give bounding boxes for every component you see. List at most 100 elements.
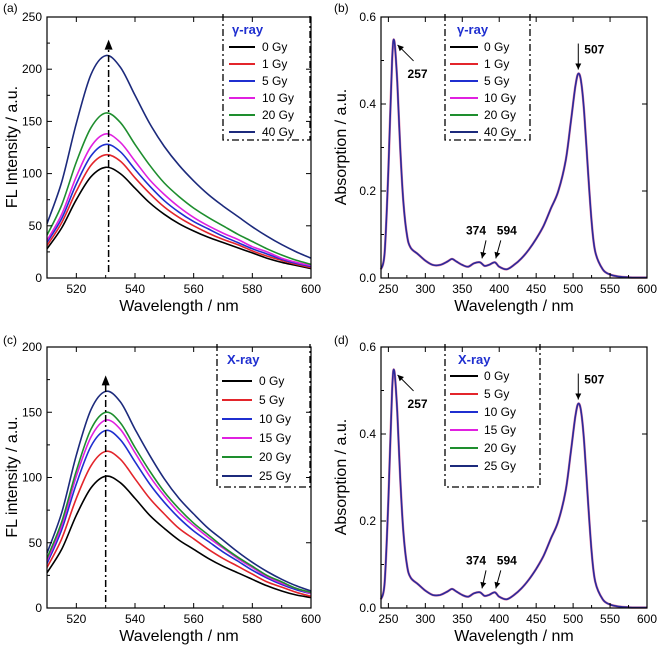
- legend-entry: 5 Gy: [262, 74, 287, 88]
- legend-entry: 40 Gy: [484, 125, 516, 139]
- annotation-374: 374: [466, 223, 486, 237]
- legend-title: γ-ray: [457, 22, 489, 37]
- x-axis-label: Wavelength / nm: [454, 298, 573, 315]
- annotation-257: 257: [408, 67, 428, 81]
- annotation-arrow-594-head: [494, 251, 501, 259]
- y-tick-label: 0.0: [359, 271, 376, 285]
- annotation-arrow-507-head: [575, 63, 582, 70]
- y-axis-label: Absorption / a.u.: [333, 419, 350, 536]
- panel-label: (a): [3, 1, 18, 15]
- annotation-594: 594: [497, 553, 517, 567]
- panel-a: γ-ray 0 Gy 1 Gy 5 Gy 10 Gy 20 Gy 40 Gy 520 540 56…: [3, 1, 321, 315]
- y-axis-label: Absorption / a.u.: [333, 89, 350, 206]
- y-tick-label: 0.2: [359, 184, 376, 198]
- series-line-0-gy: [47, 166, 311, 270]
- legend-entry: 5 Gy: [259, 393, 284, 407]
- y-tick-label: 150: [22, 114, 42, 128]
- legend-frame: [216, 344, 311, 488]
- series-line-25-gy: [47, 390, 311, 592]
- plot-frame: [46, 16, 312, 279]
- x-tick-label: 540: [125, 282, 145, 296]
- y-tick-label: 200: [22, 340, 42, 354]
- y-tick-label: 250: [22, 10, 42, 24]
- x-tick-label: 600: [637, 612, 657, 626]
- legend-entry: 5 Gy: [484, 387, 509, 401]
- y-tick-label: 0.6: [359, 340, 376, 354]
- legend-entry: 0 Gy: [262, 40, 287, 54]
- annotation-507: 507: [584, 373, 604, 387]
- legend-entry: 20 Gy: [262, 108, 294, 122]
- x-tick-label: 500: [563, 282, 583, 296]
- y-tick-label: 50: [29, 536, 43, 550]
- legend-entry: 1 Gy: [484, 57, 509, 71]
- x-tick-label: 550: [600, 282, 620, 296]
- series-line-0-gy: [47, 475, 311, 599]
- y-tick-label: 0.0: [359, 601, 376, 615]
- annotation-arrow-257-head: [397, 44, 404, 52]
- y-tick-label: 0.4: [359, 427, 376, 441]
- annotation-arrow-507-head: [575, 393, 582, 400]
- x-tick-label: 560: [184, 612, 204, 626]
- y-axis-label: FL Intensity / a.u.: [4, 86, 21, 208]
- legend-entry: 0 Gy: [259, 374, 284, 388]
- series-line-20-gy: [47, 112, 311, 266]
- series-line-15-gy: [47, 419, 311, 595]
- legend-entry: 0 Gy: [484, 369, 509, 383]
- legend-entry: 15 Gy: [259, 431, 291, 445]
- legend-entry: 5 Gy: [484, 74, 509, 88]
- legend-title: X-ray: [458, 352, 491, 367]
- legend-frame: [222, 14, 311, 141]
- panel-c: X-ray 0 Gy 5 Gy 10 Gy 15 Gy 20 Gy 25 Gy 520 540 5…: [3, 333, 321, 645]
- annotation-594: 594: [497, 223, 517, 237]
- y-tick-label: 100: [22, 471, 42, 485]
- x-tick-label: 350: [452, 612, 472, 626]
- series-line-10-gy: [47, 429, 311, 595]
- legend-frame: [444, 344, 541, 488]
- x-tick-label: 350: [452, 282, 472, 296]
- legend-title: X-ray: [227, 352, 260, 367]
- legend-entry: 20 Gy: [259, 450, 291, 464]
- x-tick-label: 520: [66, 282, 86, 296]
- peak-arrow-head: [104, 39, 113, 50]
- x-tick-label: 580: [242, 282, 262, 296]
- panel-label: (d): [334, 333, 349, 347]
- x-tick-label: 450: [526, 612, 546, 626]
- series-line: [380, 368, 647, 609]
- x-axis-label: Wavelength / nm: [454, 628, 573, 645]
- y-tick-label: 100: [22, 167, 42, 181]
- legend-entry: 10 Gy: [484, 91, 516, 105]
- panel-d: 257 374 594 507 X-ray 0 Gy 5 Gy 10 Gy 15 Gy 20 Gy…: [333, 333, 657, 645]
- y-tick-label: 0.6: [359, 10, 376, 24]
- legend-title: γ-ray: [232, 22, 264, 37]
- x-tick-label: 450: [526, 282, 546, 296]
- legend-entry: 20 Gy: [484, 441, 516, 455]
- x-tick-label: 560: [184, 282, 204, 296]
- legend-entry: 15 Gy: [484, 423, 516, 437]
- series-line-5-gy: [47, 450, 311, 598]
- series-line-40-gy: [47, 54, 311, 259]
- y-tick-label: 50: [29, 219, 43, 233]
- y-tick-label: 0: [35, 271, 42, 285]
- y-axis-label: FL intensity / a.u.: [4, 416, 21, 537]
- x-tick-label: 500: [563, 612, 583, 626]
- legend-entry: 40 Gy: [262, 125, 294, 139]
- x-tick-label: 250: [378, 612, 398, 626]
- y-tick-label: 0.2: [359, 514, 376, 528]
- x-tick-label: 600: [637, 282, 657, 296]
- plot-frame: [380, 346, 648, 609]
- legend-entry: 10 Gy: [259, 412, 291, 426]
- legend-entry: 25 Gy: [484, 459, 516, 473]
- x-tick-label: 250: [378, 282, 398, 296]
- x-tick-label: 550: [600, 612, 620, 626]
- plot-frame: [46, 346, 312, 609]
- y-tick-label: 200: [22, 62, 42, 76]
- annotation-arrow-594-head: [494, 581, 501, 589]
- legend-entry: 10 Gy: [262, 91, 294, 105]
- y-tick-label: 0.4: [359, 97, 376, 111]
- legend-entry: 1 Gy: [262, 57, 287, 71]
- legend-frame: [444, 14, 531, 141]
- y-tick-label: 0: [35, 601, 42, 615]
- x-tick-label: 600: [301, 612, 321, 626]
- x-tick-label: 300: [415, 282, 435, 296]
